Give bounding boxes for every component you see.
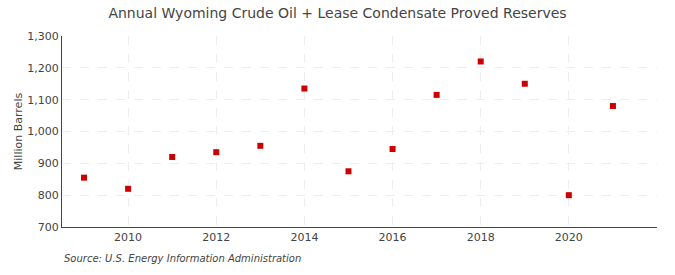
svg-text:2010: 2010 [114,231,142,244]
svg-text:Annual Wyoming Crude Oil + Lea: Annual Wyoming Crude Oil + Lease Condens… [108,5,566,21]
svg-text:2016: 2016 [379,231,407,244]
svg-text:2020: 2020 [555,231,583,244]
svg-text:Source: U.S. Energy Informatio: Source: U.S. Energy Information Administ… [64,253,301,264]
svg-text:700: 700 [38,221,59,234]
svg-text:2012: 2012 [202,231,230,244]
svg-text:2014: 2014 [290,231,318,244]
svg-text:900: 900 [38,157,59,170]
svg-text:2018: 2018 [467,231,495,244]
svg-text:Million Barrels: Million Barrels [12,93,25,171]
svg-text:1,000: 1,000 [27,125,59,138]
svg-text:800: 800 [38,189,59,202]
svg-text:1,200: 1,200 [27,62,59,75]
svg-text:1,100: 1,100 [27,94,59,107]
svg-text:1,300: 1,300 [27,30,59,43]
